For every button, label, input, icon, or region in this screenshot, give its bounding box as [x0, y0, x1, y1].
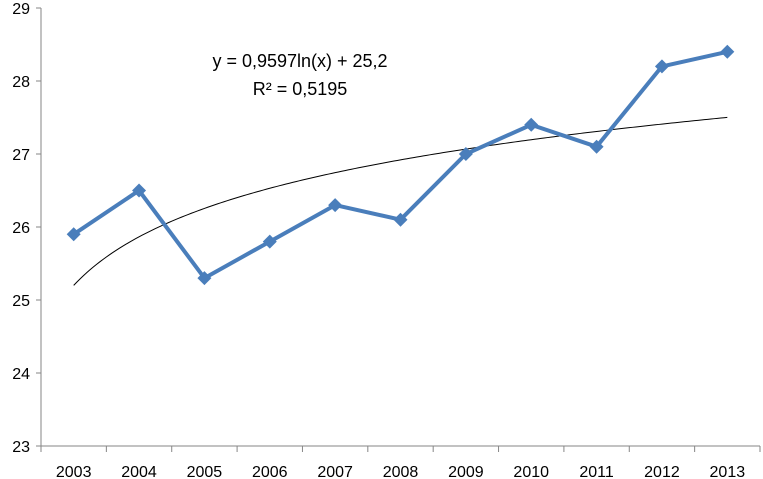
data-point-marker	[720, 44, 735, 59]
trendline-r-squared: R² = 0,5195	[253, 79, 348, 99]
y-tick-label: 23	[12, 439, 30, 456]
data-point-marker	[262, 234, 277, 249]
data-point-marker	[66, 227, 81, 242]
data-point-marker	[458, 147, 473, 161]
x-tick-label: 2003	[56, 464, 92, 479]
data-point-marker	[393, 212, 408, 227]
y-tick-label: 25	[12, 293, 30, 310]
x-tick-label: 2008	[383, 464, 419, 479]
y-tick-label: 29	[12, 1, 30, 18]
y-axis-ticks: 23 24 25 26 27 28 29	[12, 1, 41, 456]
x-axis-ticks: 2003 2004 2005 2006 2007 2008 2009 2010 2011 2012…	[40, 446, 761, 479]
x-tick-label: 2006	[252, 464, 288, 479]
data-point-marker	[328, 198, 343, 213]
data-point-marker	[197, 271, 212, 286]
y-tick-label: 26	[12, 220, 30, 237]
series-line	[72, 49, 728, 281]
x-tick-label: 2010	[513, 464, 549, 479]
x-tick-label: 2013	[710, 464, 746, 479]
data-point-marker	[524, 117, 539, 132]
data-point-marker	[589, 139, 604, 154]
x-tick-label: 2012	[644, 464, 680, 479]
y-tick-label: 28	[12, 74, 30, 91]
y-tick-label: 24	[12, 366, 30, 383]
x-tick-label: 2009	[448, 464, 484, 479]
x-tick-label: 2004	[121, 464, 157, 479]
x-tick-label: 2011	[579, 464, 614, 479]
x-tick-label: 2005	[187, 464, 223, 479]
y-tick-label: 27	[12, 147, 30, 164]
x-tick-label: 2007	[317, 464, 353, 479]
data-point-marker	[654, 59, 669, 74]
trendline-label: y = 0,9597ln(x) + 25,2 R² = 0,5195	[212, 51, 387, 99]
trendline	[73, 116, 728, 286]
trendline-equation: y = 0,9597ln(x) + 25,2	[212, 51, 387, 71]
series-markers	[66, 44, 735, 286]
data-point-marker	[132, 183, 147, 198]
